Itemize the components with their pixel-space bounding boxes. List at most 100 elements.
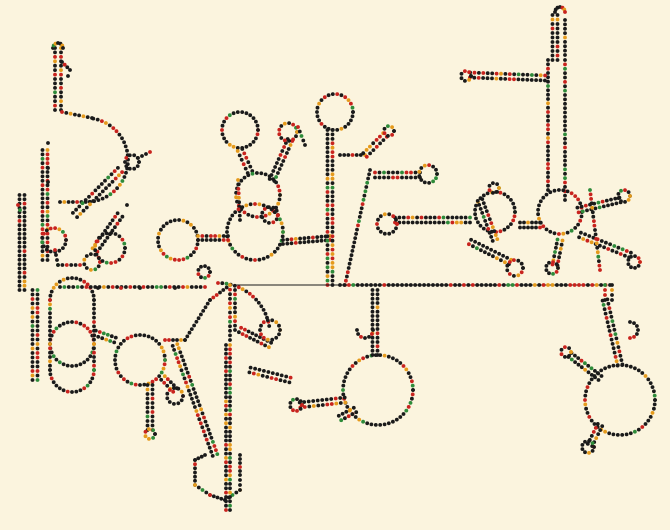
nucleotide xyxy=(322,95,327,100)
nucleotide xyxy=(417,174,422,179)
nucleotide xyxy=(146,285,150,289)
nucleotide xyxy=(276,157,281,161)
nucleotide xyxy=(298,236,302,241)
nucleotide xyxy=(179,354,184,359)
nucleotide xyxy=(573,194,578,199)
nucleotide xyxy=(260,210,265,215)
nucleotide xyxy=(302,236,307,241)
nucleotide xyxy=(22,266,27,271)
nucleotide xyxy=(48,368,52,372)
nucleotide xyxy=(446,215,450,220)
nucleotide xyxy=(124,164,129,169)
nucleotide xyxy=(274,335,279,340)
nucleotide xyxy=(145,419,150,423)
nucleotide xyxy=(201,309,206,313)
nucleotide xyxy=(415,220,419,225)
nucleotide xyxy=(375,327,380,331)
nucleotide xyxy=(361,197,366,202)
nucleotide xyxy=(541,224,546,229)
nucleotide xyxy=(457,283,462,287)
nucleotide xyxy=(145,396,150,401)
nucleotide xyxy=(45,148,50,152)
nucleotide xyxy=(404,367,409,372)
nucleotide xyxy=(330,185,335,190)
nucleotide xyxy=(22,223,27,228)
nucleotide xyxy=(260,215,265,220)
nucleotide xyxy=(183,338,187,342)
nucleotide xyxy=(225,230,229,234)
nucleotide xyxy=(598,428,603,432)
nucleotide xyxy=(203,305,208,310)
nucleotide xyxy=(65,363,70,368)
nucleotide xyxy=(120,237,125,242)
nucleotide xyxy=(295,397,299,401)
nucleotide xyxy=(48,226,53,231)
nucleotide xyxy=(603,311,608,316)
nucleotide xyxy=(579,365,584,370)
nucleotide xyxy=(586,283,590,287)
nucleotide xyxy=(250,169,255,173)
nucleotide xyxy=(468,220,472,225)
nucleotide xyxy=(30,337,35,342)
nucleotide xyxy=(391,356,395,361)
nucleotide xyxy=(224,438,228,443)
nucleotide xyxy=(228,360,232,365)
nucleotide xyxy=(150,423,155,428)
nucleotide xyxy=(228,503,232,508)
nucleotide xyxy=(281,230,285,234)
nucleotide xyxy=(375,296,380,301)
nucleotide xyxy=(154,285,159,289)
nucleotide xyxy=(400,175,404,180)
nucleotide xyxy=(22,244,27,249)
nucleotide xyxy=(284,374,289,379)
nucleotide xyxy=(243,327,247,332)
nucleotide xyxy=(394,358,399,363)
nucleotide xyxy=(583,367,587,372)
nucleotide xyxy=(219,496,224,501)
nucleotide xyxy=(228,508,232,512)
nucleotide xyxy=(244,334,249,338)
nucleotide xyxy=(147,437,151,441)
nucleotide xyxy=(339,93,344,98)
nucleotide xyxy=(303,143,307,147)
nucleotide xyxy=(35,288,40,292)
nucleotide xyxy=(61,246,65,251)
nucleotide xyxy=(279,373,284,378)
nucleotide xyxy=(68,111,73,116)
nucleotide xyxy=(22,262,27,266)
nucleotide xyxy=(330,221,335,225)
nucleotide xyxy=(569,228,574,233)
nucleotide xyxy=(349,118,353,123)
nucleotide xyxy=(597,259,601,263)
nucleotide xyxy=(467,242,471,247)
nucleotide xyxy=(230,213,235,218)
nucleotide xyxy=(537,283,542,287)
nucleotide xyxy=(546,153,550,158)
nucleotide xyxy=(266,370,271,374)
nucleotide xyxy=(476,76,481,80)
nucleotide xyxy=(106,285,111,289)
nucleotide xyxy=(224,351,228,356)
nucleotide xyxy=(546,75,550,80)
nucleotide xyxy=(521,72,525,77)
nucleotide xyxy=(228,477,232,482)
nucleotide xyxy=(49,376,54,381)
nucleotide xyxy=(476,220,480,225)
nucleotide xyxy=(259,323,263,328)
nucleotide xyxy=(593,375,597,380)
nucleotide xyxy=(636,256,641,260)
nucleotide xyxy=(583,402,588,407)
nucleotide xyxy=(516,273,521,278)
nucleotide xyxy=(579,230,583,235)
nucleotide xyxy=(250,214,255,219)
nucleotide xyxy=(90,289,95,294)
nucleotide xyxy=(335,92,340,96)
nucleotide xyxy=(108,339,113,343)
nucleotide xyxy=(239,178,244,183)
nucleotide xyxy=(113,214,117,219)
nucleotide xyxy=(187,374,192,379)
nucleotide xyxy=(228,451,232,456)
nucleotide xyxy=(287,121,291,125)
nucleotide xyxy=(491,191,495,195)
nucleotide xyxy=(194,229,199,234)
